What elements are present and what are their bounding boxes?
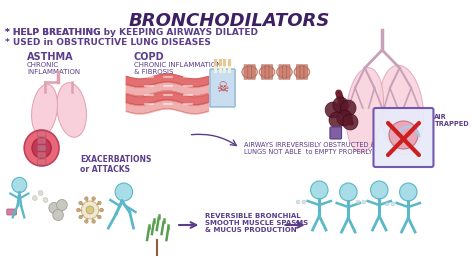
Circle shape: [339, 183, 357, 201]
FancyBboxPatch shape: [269, 65, 273, 79]
Ellipse shape: [242, 66, 257, 78]
FancyBboxPatch shape: [37, 145, 46, 151]
Text: ASTHMA: ASTHMA: [27, 52, 74, 62]
Circle shape: [85, 197, 88, 200]
Circle shape: [343, 114, 358, 130]
Circle shape: [92, 197, 95, 200]
Text: CHRONIC INFLAMMATION
& FIBROSIS: CHRONIC INFLAMMATION & FIBROSIS: [134, 62, 221, 75]
Circle shape: [100, 208, 103, 212]
Text: ☠: ☠: [216, 81, 229, 95]
FancyBboxPatch shape: [265, 65, 269, 79]
Circle shape: [32, 138, 51, 158]
FancyBboxPatch shape: [287, 65, 290, 79]
FancyBboxPatch shape: [37, 138, 46, 144]
Text: REVERSIBLE BRONCHIAL
SMOOTH MUSCLE SPASMS
& MUCUS PRODUCTION: REVERSIBLE BRONCHIAL SMOOTH MUSCLE SPASM…: [205, 213, 308, 233]
Circle shape: [337, 110, 352, 126]
FancyBboxPatch shape: [37, 159, 46, 165]
Circle shape: [56, 200, 67, 210]
Text: * HELP BREATHING by KEEPING AIRWAYS DILATED: * HELP BREATHING by KEEPING AIRWAYS DILA…: [5, 28, 258, 37]
Circle shape: [38, 190, 43, 196]
FancyBboxPatch shape: [244, 65, 247, 79]
Ellipse shape: [346, 68, 383, 152]
Text: EXACERBATIONS
or ATTACKS: EXACERBATIONS or ATTACKS: [80, 155, 152, 174]
FancyBboxPatch shape: [252, 65, 255, 79]
Circle shape: [356, 200, 360, 204]
FancyBboxPatch shape: [262, 65, 265, 79]
Circle shape: [85, 220, 88, 223]
Circle shape: [43, 197, 48, 202]
Ellipse shape: [57, 83, 86, 137]
FancyBboxPatch shape: [7, 209, 17, 215]
Circle shape: [86, 206, 94, 214]
Circle shape: [92, 220, 95, 223]
FancyBboxPatch shape: [210, 69, 235, 107]
FancyBboxPatch shape: [330, 127, 342, 139]
Circle shape: [79, 215, 82, 219]
Circle shape: [333, 97, 348, 113]
Circle shape: [385, 202, 389, 206]
FancyBboxPatch shape: [37, 131, 46, 137]
Circle shape: [341, 100, 356, 116]
FancyBboxPatch shape: [279, 65, 283, 79]
Circle shape: [77, 208, 80, 212]
Circle shape: [391, 202, 395, 206]
Circle shape: [24, 130, 59, 166]
Circle shape: [98, 201, 101, 205]
Text: AIRWAYS IRREVERSIBLY OBSTRUCTED &
LUNGS NOT ABLE  to EMPTY PROPERLY: AIRWAYS IRREVERSIBLY OBSTRUCTED & LUNGS …: [244, 142, 375, 155]
Circle shape: [310, 181, 328, 199]
Circle shape: [53, 210, 64, 221]
FancyBboxPatch shape: [283, 65, 286, 79]
FancyBboxPatch shape: [37, 152, 46, 158]
Ellipse shape: [389, 121, 418, 149]
FancyBboxPatch shape: [304, 65, 308, 79]
Circle shape: [325, 102, 341, 118]
FancyBboxPatch shape: [300, 65, 304, 79]
Circle shape: [329, 112, 345, 128]
Text: * USED in OBSTRUCTIVE LUNG DISEASES: * USED in OBSTRUCTIVE LUNG DISEASES: [5, 38, 211, 47]
Circle shape: [81, 201, 99, 219]
Text: CHRONIC
INFLAMMATION: CHRONIC INFLAMMATION: [27, 62, 80, 75]
Ellipse shape: [259, 66, 275, 78]
Ellipse shape: [379, 65, 424, 155]
Ellipse shape: [294, 66, 310, 78]
Text: * HELP BREATHING: * HELP BREATHING: [5, 28, 103, 37]
Ellipse shape: [32, 84, 57, 136]
Circle shape: [49, 202, 60, 214]
Ellipse shape: [277, 66, 292, 78]
Circle shape: [400, 183, 417, 201]
Circle shape: [296, 200, 300, 204]
Circle shape: [115, 183, 133, 201]
Circle shape: [302, 200, 306, 204]
Text: AIR
TRAPPED: AIR TRAPPED: [435, 114, 469, 127]
Text: BRONCHODILATORS: BRONCHODILATORS: [128, 12, 330, 30]
Circle shape: [12, 177, 27, 193]
Circle shape: [371, 181, 388, 199]
FancyBboxPatch shape: [248, 65, 251, 79]
Circle shape: [362, 200, 366, 204]
FancyBboxPatch shape: [374, 108, 433, 167]
Circle shape: [32, 196, 37, 201]
Text: COPD: COPD: [134, 52, 164, 62]
Circle shape: [79, 201, 82, 205]
FancyBboxPatch shape: [296, 65, 300, 79]
Circle shape: [98, 215, 101, 219]
